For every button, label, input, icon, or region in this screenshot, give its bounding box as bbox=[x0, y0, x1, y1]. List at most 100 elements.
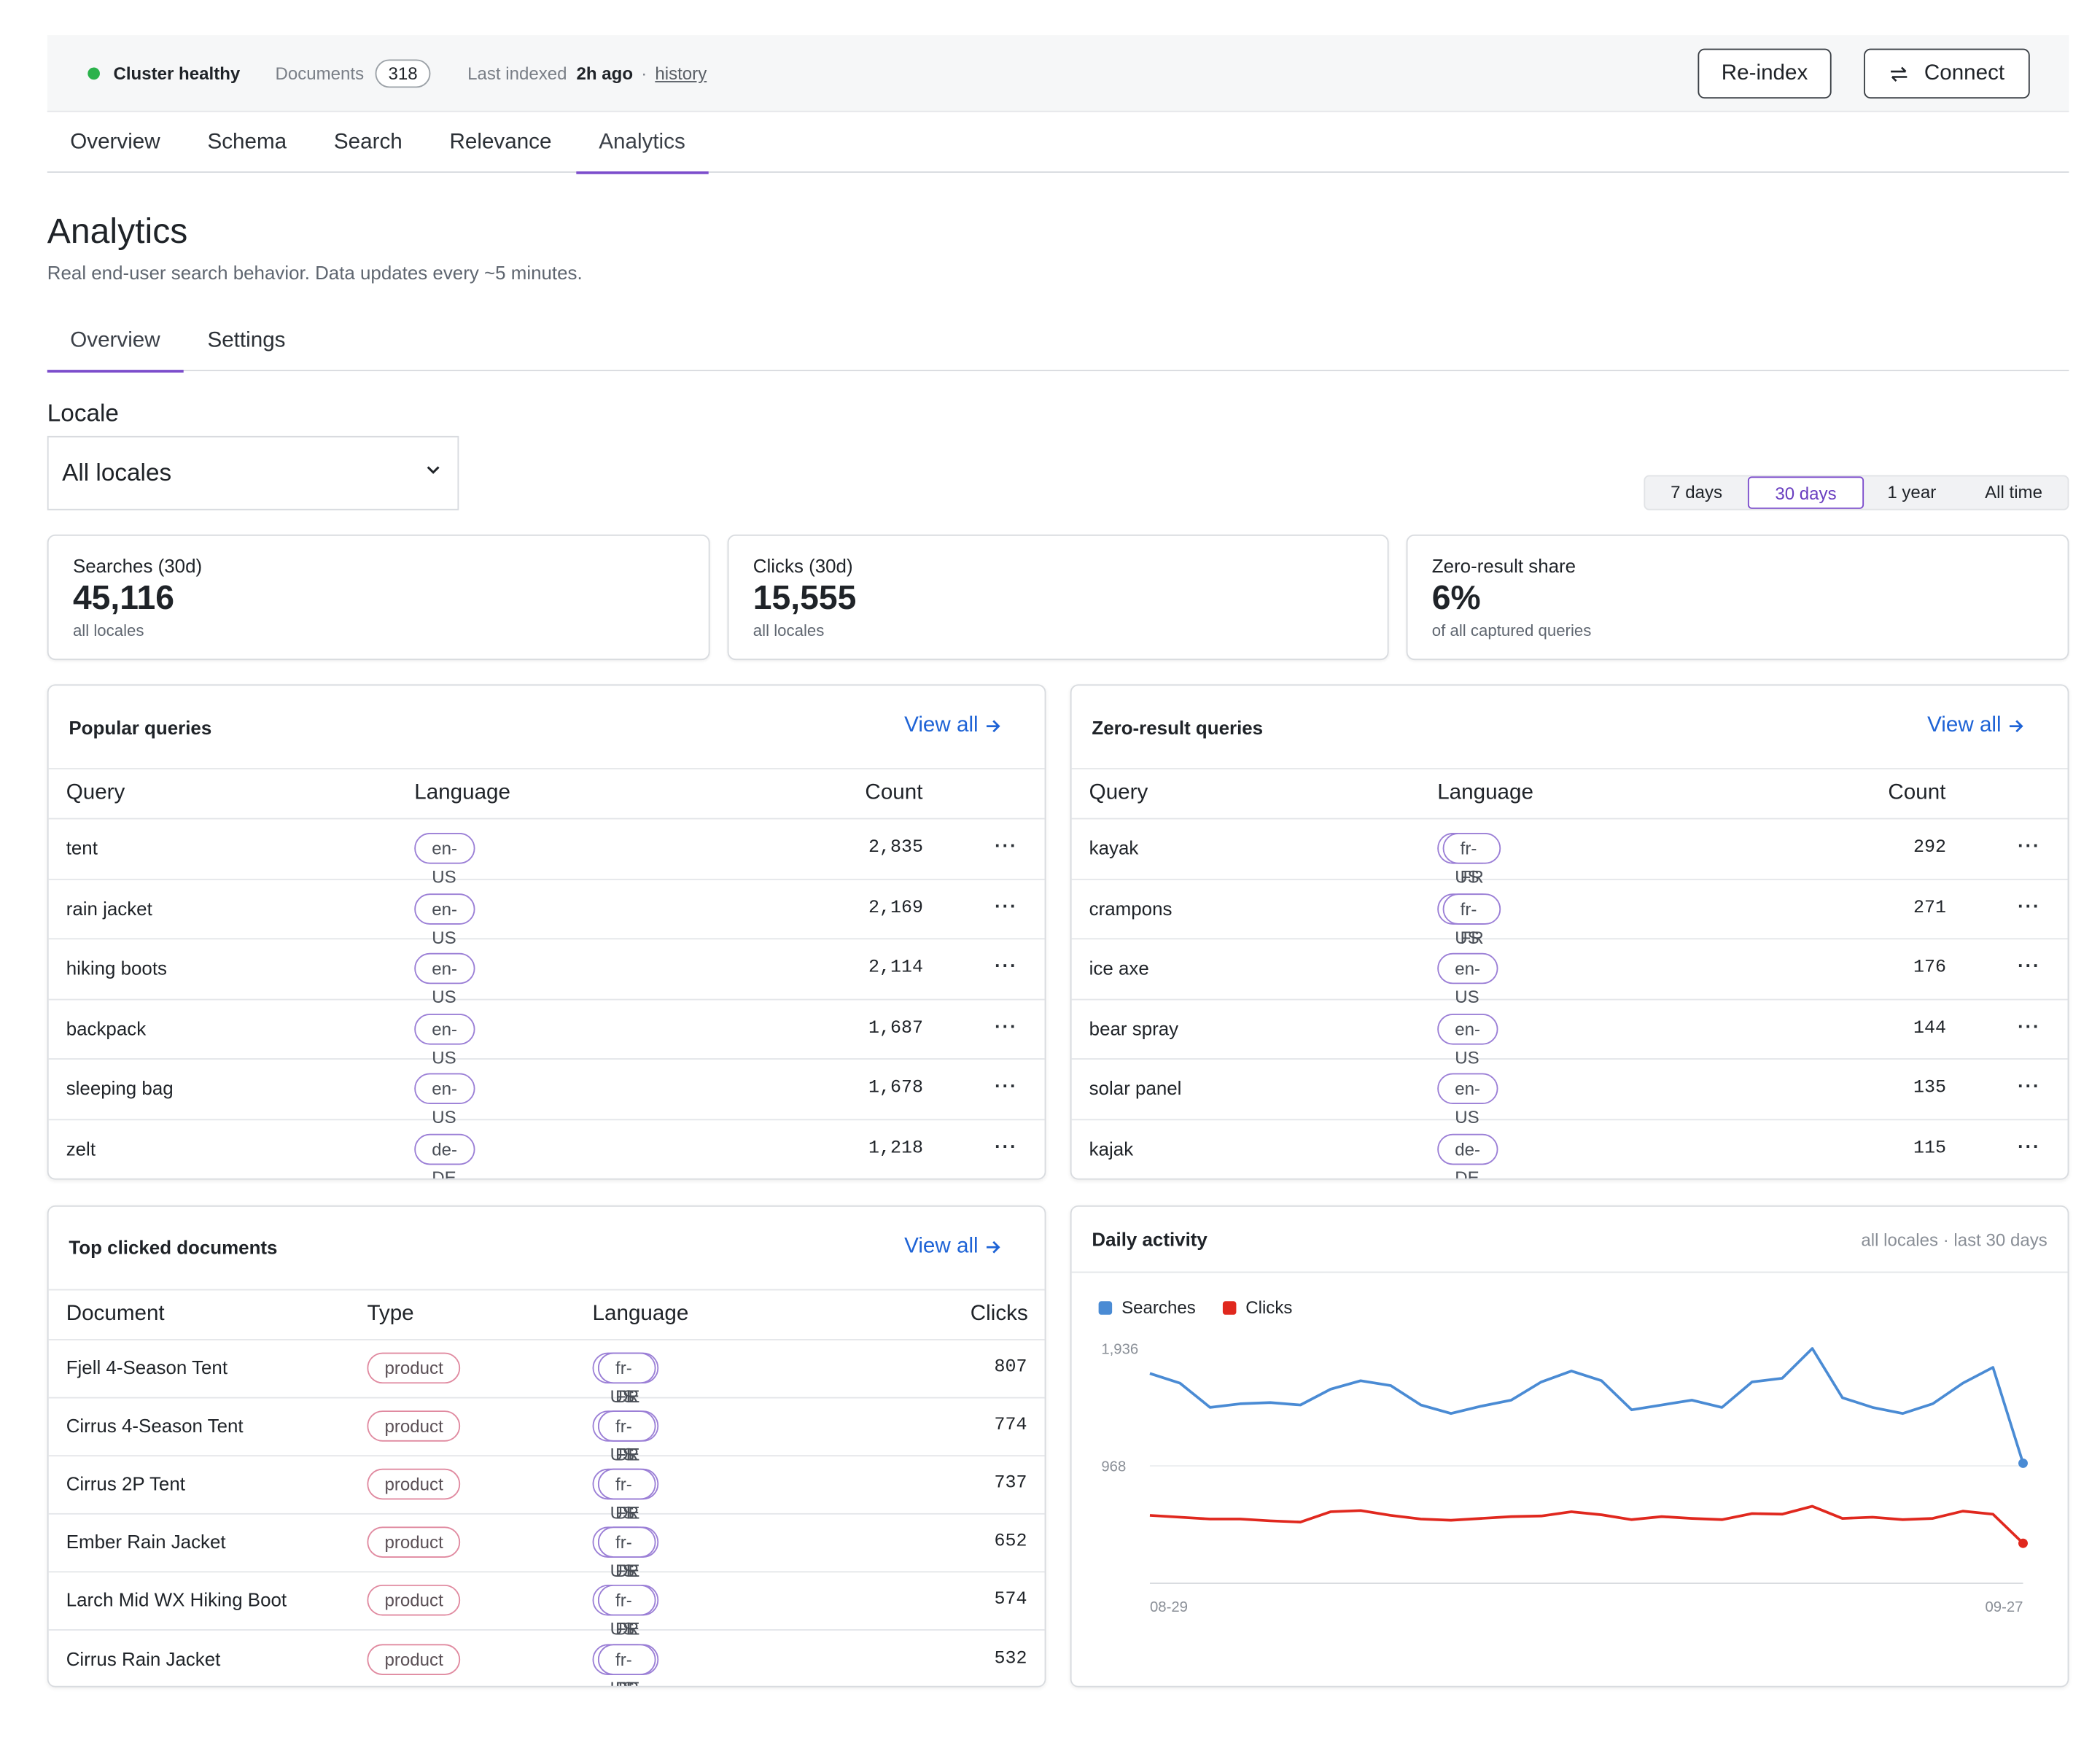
y-tick-label: 1,936 bbox=[1101, 1341, 1138, 1357]
document-cell[interactable]: Fjell 4-Season Tent bbox=[66, 1356, 228, 1378]
cluster-health: Cluster healthy bbox=[113, 63, 241, 84]
page-title: Analytics bbox=[47, 210, 188, 252]
query-cell: backpack bbox=[66, 1017, 147, 1039]
range-1-year[interactable]: 1 year bbox=[1887, 481, 1937, 502]
language-tag: fr-FR bbox=[1442, 893, 1501, 947]
time-range-toggle: 7 days 30 days 1 year All time bbox=[1644, 475, 2069, 510]
count-cell: 135 bbox=[1913, 1079, 1946, 1100]
range-30-days[interactable]: 30 days bbox=[1747, 476, 1864, 509]
document-cell[interactable]: Cirrus 4-Season Tent bbox=[66, 1414, 244, 1437]
last-indexed-value: 2h ago bbox=[576, 63, 634, 84]
status-bar: Cluster healthy Documents 318 Last index… bbox=[47, 35, 2069, 112]
table-row: Larch Mid WX Hiking Bootproducten-USde-D… bbox=[48, 1573, 1045, 1639]
table-row: backpack en-US 1,687 ··· bbox=[48, 1000, 1045, 1068]
count-cell: 1,218 bbox=[868, 1139, 924, 1160]
more-options-icon[interactable]: ··· bbox=[995, 834, 1018, 856]
language-tag: en-US bbox=[414, 833, 475, 887]
locale-select[interactable]: All locales bbox=[47, 435, 459, 510]
more-options-icon[interactable]: ··· bbox=[2018, 954, 2041, 976]
language-tag: fr-FR bbox=[1442, 833, 1501, 887]
query-cell: rain jacket bbox=[66, 897, 152, 919]
connect-button[interactable]: Connect bbox=[1864, 48, 2030, 99]
view-all-link[interactable]: View all bbox=[904, 714, 1001, 738]
series-end-point-clicks bbox=[2018, 1538, 2028, 1548]
range-all-time[interactable]: All time bbox=[1985, 481, 2042, 502]
column-header: Query bbox=[1089, 781, 1148, 805]
range-7-days[interactable]: 7 days bbox=[1671, 481, 1723, 502]
clicks-cell: 774 bbox=[994, 1416, 1027, 1437]
stat-card-zero-result: Zero-result share 6% of all captured que… bbox=[1406, 534, 2069, 661]
document-cell[interactable]: Larch Mid WX Hiking Boot bbox=[66, 1589, 287, 1611]
tab-schema[interactable]: Schema bbox=[207, 131, 287, 155]
table-row: Ember Rain Jacketproducten-USde-DEfr-FR6… bbox=[48, 1515, 1045, 1581]
sub-nav: Overview Settings bbox=[47, 313, 2069, 373]
history-link[interactable]: history bbox=[655, 63, 707, 84]
more-options-icon[interactable]: ··· bbox=[995, 1075, 1018, 1097]
stat-sub: all locales bbox=[752, 621, 825, 640]
column-header: Language bbox=[592, 1302, 689, 1326]
view-all-link[interactable]: View all bbox=[904, 1235, 1001, 1259]
query-cell: solar panel bbox=[1089, 1077, 1182, 1100]
subtab-overview[interactable]: Overview bbox=[47, 313, 183, 373]
language-tag: en-US bbox=[414, 953, 475, 1007]
document-cell[interactable]: Cirrus 2P Tent bbox=[66, 1472, 185, 1495]
daily-activity-card: Daily activity all locales · last 30 day… bbox=[1070, 1205, 2069, 1688]
more-options-icon[interactable]: ··· bbox=[995, 894, 1018, 917]
view-all-link[interactable]: View all bbox=[1927, 714, 2024, 738]
main-nav: Overview Schema Search Relevance Analyti… bbox=[47, 113, 2069, 174]
count-cell: 2,835 bbox=[868, 838, 924, 859]
language-tag: en-US bbox=[1437, 1013, 1498, 1068]
count-cell: 115 bbox=[1913, 1139, 1946, 1160]
arrow-right-icon bbox=[986, 1240, 1000, 1254]
language-tag: fr-FR bbox=[597, 1352, 657, 1407]
column-header: Language bbox=[414, 781, 510, 805]
table-row: solar panel en-US 135 ··· bbox=[1071, 1060, 2068, 1127]
health-dot bbox=[88, 67, 100, 80]
view-all-label: View all bbox=[1927, 714, 2002, 737]
more-options-icon[interactable]: ··· bbox=[995, 954, 1018, 976]
table-row: tent en-US 2,835 ··· bbox=[48, 819, 1045, 887]
tab-analytics[interactable]: Analytics bbox=[575, 113, 709, 174]
language-tag: en-US bbox=[414, 1013, 475, 1068]
column-header: Count bbox=[1888, 781, 1946, 805]
more-options-icon[interactable]: ··· bbox=[2018, 1075, 2041, 1097]
table-row: Cirrus 4-Season Tentproducten-USde-DEfr-… bbox=[48, 1399, 1045, 1464]
tab-relevance[interactable]: Relevance bbox=[449, 131, 552, 155]
clicks-cell: 807 bbox=[994, 1358, 1027, 1378]
subtab-settings[interactable]: Settings bbox=[207, 329, 286, 353]
clicks-cell: 574 bbox=[994, 1591, 1027, 1611]
more-options-icon[interactable]: ··· bbox=[2018, 1135, 2041, 1157]
document-cell[interactable]: Cirrus Rain Jacket bbox=[66, 1647, 221, 1669]
series-end-point-searches bbox=[2018, 1458, 2028, 1468]
count-cell: 2,114 bbox=[868, 958, 924, 979]
more-options-icon[interactable]: ··· bbox=[2018, 834, 2041, 856]
count-cell: 1,678 bbox=[868, 1079, 924, 1100]
count-cell: 144 bbox=[1913, 1019, 1946, 1039]
series-line-searches bbox=[1149, 1347, 2025, 1464]
locale-value: All locales bbox=[62, 459, 172, 486]
table-row: zelt de-DE 1,218 ··· bbox=[49, 1120, 1045, 1179]
document-cell[interactable]: Ember Rain Jacket bbox=[66, 1531, 226, 1553]
query-cell: crampons bbox=[1089, 897, 1172, 919]
type-tag: product bbox=[367, 1352, 461, 1384]
language-tag: fr-FR bbox=[597, 1410, 657, 1464]
separator-dot: · bbox=[641, 63, 648, 84]
swap-icon bbox=[1890, 66, 1907, 82]
zero-result-queries-card: Zero-result queries View all Query Langu… bbox=[1070, 684, 2069, 1180]
stat-label: Zero-result share bbox=[1431, 554, 1576, 577]
query-cell: zelt bbox=[66, 1138, 96, 1160]
more-options-icon[interactable]: ··· bbox=[995, 1014, 1018, 1037]
more-options-icon[interactable]: ··· bbox=[2018, 1014, 2041, 1037]
more-options-icon[interactable]: ··· bbox=[995, 1135, 1018, 1157]
reindex-button[interactable]: Re-index bbox=[1698, 48, 1832, 99]
tab-overview[interactable]: Overview bbox=[70, 131, 160, 155]
column-header: Count bbox=[865, 781, 923, 805]
more-options-icon[interactable]: ··· bbox=[2018, 894, 2041, 917]
series-line-clicks bbox=[1149, 1504, 2024, 1545]
last-indexed-label: Last indexed bbox=[467, 63, 567, 84]
locale-label: Locale bbox=[47, 399, 119, 427]
tab-search[interactable]: Search bbox=[333, 131, 402, 155]
x-tick-label: 09-27 bbox=[1985, 1599, 2023, 1615]
stat-label: Searches (30d) bbox=[72, 554, 203, 577]
